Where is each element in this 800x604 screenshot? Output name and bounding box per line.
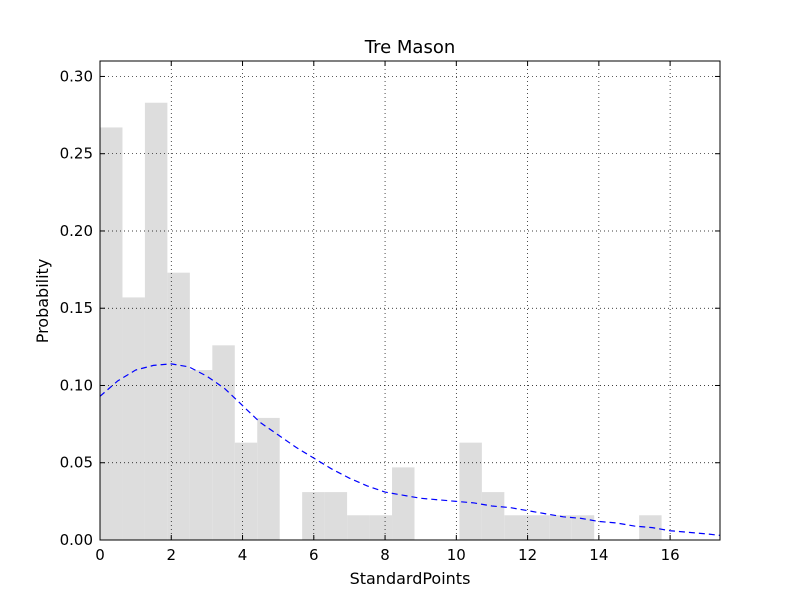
density-curve [99, 363, 721, 536]
histogram-bar-18 [504, 515, 527, 540]
histogram-bar-11 [347, 515, 370, 540]
histogram-bar-10 [324, 492, 348, 540]
histogram-bar-13 [392, 467, 415, 540]
x-tick-label: 4 [238, 546, 248, 564]
histogram-bar-21 [571, 515, 595, 540]
tick-labels: 0 2 4 6 8 10 12 14 16 0.00 0.05 0.10 0.15 0.20 0.25 0.3… [60, 67, 680, 564]
histogram-bar-4 [189, 370, 213, 540]
histogram-bar-1 [122, 297, 145, 540]
histogram-bar-16 [459, 442, 482, 540]
histogram-bar-9 [302, 492, 325, 540]
y-tick-label: 0.10 [60, 376, 93, 394]
density-curve-layer [99, 363, 721, 536]
y-tick-label: 0.15 [60, 299, 93, 317]
histogram-bar-0 [100, 127, 123, 540]
x-axis-label: StandardPoints [350, 569, 471, 588]
histogram-bar-6 [234, 442, 258, 540]
histogram-bar-2 [144, 102, 168, 540]
tick-marks [99, 61, 720, 541]
x-tick-label: 0 [95, 546, 105, 564]
y-tick-label: 0.05 [60, 454, 93, 472]
plot-frame [99, 60, 721, 541]
x-tick-label: 10 [447, 546, 466, 564]
y-tick-label: 0.20 [60, 222, 93, 240]
histogram-bar-19 [526, 515, 550, 540]
axes [99, 60, 721, 541]
y-tick-label: 0.00 [60, 531, 93, 549]
y-tick-label: 0.25 [60, 145, 93, 163]
x-tick-label: 2 [166, 546, 176, 564]
histogram-bar-3 [167, 272, 190, 540]
x-tick-label: 8 [380, 546, 390, 564]
x-tick-label: 6 [309, 546, 319, 564]
histogram-bar-20 [549, 515, 572, 540]
histogram-bar-17 [481, 492, 505, 540]
chart-title: Tre Mason [364, 37, 456, 58]
y-axis-label: Probability [33, 259, 52, 344]
histogram-bars [100, 102, 662, 540]
histogram-bar-5 [212, 345, 235, 540]
histogram-bar-12 [369, 515, 393, 540]
grid-lines [100, 61, 720, 540]
x-tick-label: 12 [518, 546, 537, 564]
y-tick-label: 0.30 [60, 67, 93, 85]
x-tick-label: 14 [589, 546, 608, 564]
x-tick-label: 16 [661, 546, 680, 564]
histogram-bar-7 [257, 417, 280, 540]
